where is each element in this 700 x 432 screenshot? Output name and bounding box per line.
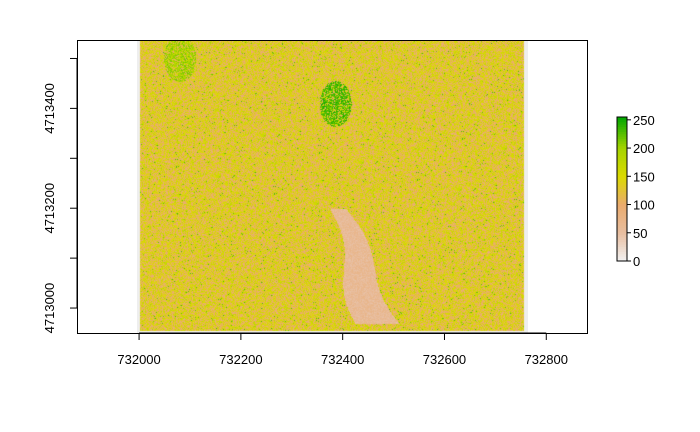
legend-color-step [617, 225, 627, 228]
y-tick-label: 4713400 [42, 83, 57, 134]
x-tick-label: 732400 [321, 352, 364, 367]
legend-color-step [617, 124, 627, 128]
legend-color-step [617, 253, 627, 257]
legend-tick-label: 50 [633, 226, 647, 241]
legend-tick-label: 0 [633, 254, 640, 269]
legend-color-step [617, 193, 627, 197]
raster-image [137, 41, 528, 333]
legend-color-step [617, 258, 627, 262]
x-tick-label: 732200 [219, 352, 262, 367]
legend-color-step [617, 143, 627, 147]
legend: 0 50 100 150 200 250 [616, 113, 655, 269]
legend-color-step [617, 169, 627, 173]
legend-color-step [617, 208, 627, 212]
legend-color-step [617, 167, 627, 171]
legend-color-step [617, 249, 627, 252]
legend-color-step [617, 241, 627, 245]
legend-color-step [617, 234, 627, 238]
x-tick-label: 732800 [525, 352, 568, 367]
legend-color-step [617, 155, 627, 159]
legend-color-step [617, 203, 627, 207]
legend-color-step [617, 222, 627, 226]
legend-color-step [617, 205, 627, 209]
legend-color-step [617, 181, 627, 185]
legend-color-step [617, 121, 627, 125]
legend-color-step [617, 220, 627, 224]
legend-color-step [617, 201, 627, 204]
legend-tick-label: 150 [633, 169, 655, 184]
legend-color-step [617, 179, 627, 183]
legend-color-step [617, 148, 627, 152]
legend-color-step [617, 237, 627, 240]
legend-color-step [617, 210, 627, 214]
legend-color-step [617, 174, 627, 178]
y-tick-label: 4713000 [42, 283, 57, 334]
legend-color-step [617, 215, 627, 219]
legend-color-step [617, 213, 627, 216]
legend-color-step [617, 131, 627, 135]
legend-color-step [617, 138, 627, 142]
legend-color-step [617, 160, 627, 164]
legend-color-step [617, 162, 627, 166]
legend-color-step [617, 256, 627, 260]
legend-color-step [617, 165, 627, 168]
legend-color-step [617, 117, 627, 120]
legend-color-step [617, 239, 627, 243]
legend-tick-label: 200 [633, 141, 655, 156]
legend-color-step [617, 186, 627, 190]
x-tick-label: 732600 [423, 352, 466, 367]
legend-color-step [617, 217, 627, 221]
y-tick-label: 4713200 [42, 183, 57, 234]
legend-color-step [617, 177, 627, 180]
legend-color-step [617, 119, 627, 123]
legend-color-step [617, 133, 627, 137]
legend-frame [616, 116, 628, 262]
legend-color-step [617, 126, 627, 130]
legend-color-step [617, 191, 627, 195]
legend-color-step [617, 198, 627, 202]
legend-color-step [617, 129, 627, 132]
legend-color-step [617, 141, 627, 144]
legend-color-step [617, 145, 627, 149]
legend-color-step [617, 251, 627, 255]
legend-color-step [617, 244, 627, 248]
legend-color-step [617, 246, 627, 250]
legend-color-step [617, 150, 627, 154]
legend-color-step [617, 136, 627, 140]
legend-color-step [617, 229, 627, 233]
x-tick-label: 732000 [117, 352, 160, 367]
legend-tick-label: 100 [633, 198, 655, 213]
legend-color-step [617, 184, 627, 188]
legend-color-step [617, 196, 627, 200]
legend-color-step [617, 157, 627, 161]
legend-color-step [617, 172, 627, 176]
legend-color-step [617, 153, 627, 156]
legend-color-step [617, 189, 627, 192]
legend-color-step [617, 232, 627, 236]
legend-color-step [617, 227, 627, 231]
legend-tick-label: 250 [633, 113, 655, 128]
